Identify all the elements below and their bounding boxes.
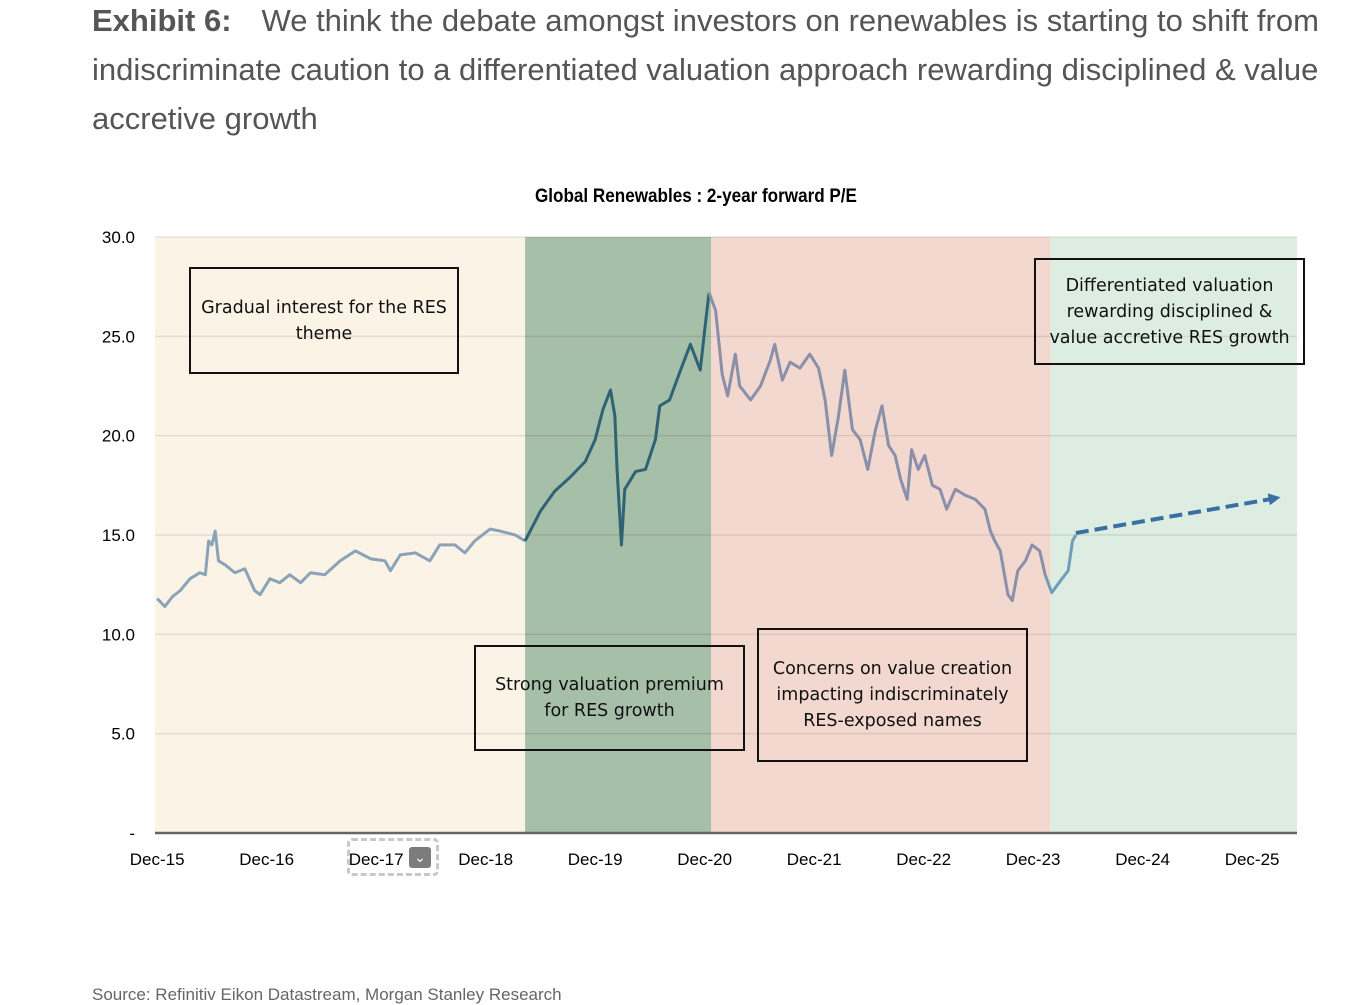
x-tick-label: Dec-21 [787,850,842,869]
y-tick-label: - [129,824,135,843]
y-tick-label: 15.0 [102,526,135,545]
source-note: Source: Refinitiv Eikon Datastream, Morg… [92,985,562,1005]
x-tick-label: Dec-22 [896,850,951,869]
x-tick-label: Dec-23 [1006,850,1061,869]
x-tick-label: Dec-16 [239,850,294,869]
y-tick-label: 5.0 [111,725,135,744]
x-tick-label: Dec-18 [458,850,513,869]
annotation-differentiated-valuation: Differentiated valuation rewarding disci… [1034,258,1305,365]
annotation-gradual-interest: Gradual interest for the RES theme [189,267,459,374]
chart-title: Global Renewables : 2-year forward P/E [535,185,857,206]
annotation-value-concerns: Concerns on value creation impacting ind… [757,628,1028,762]
y-tick-label: 10.0 [102,625,135,644]
y-tick-label: 30.0 [102,228,135,247]
xaxis-dropdown[interactable]: ⌄ [347,838,439,876]
x-tick-label: Dec-25 [1225,850,1280,869]
x-tick-label: Dec-15 [130,850,185,869]
x-tick-label: Dec-19 [568,850,623,869]
annotation-valuation-premium: Strong valuation premium for RES growth [474,645,745,751]
y-tick-label: 25.0 [102,327,135,346]
chevron-down-icon[interactable]: ⌄ [409,847,431,868]
x-tick-label: Dec-24 [1115,850,1170,869]
y-tick-label: 20.0 [102,427,135,446]
x-tick-label: Dec-20 [677,850,732,869]
